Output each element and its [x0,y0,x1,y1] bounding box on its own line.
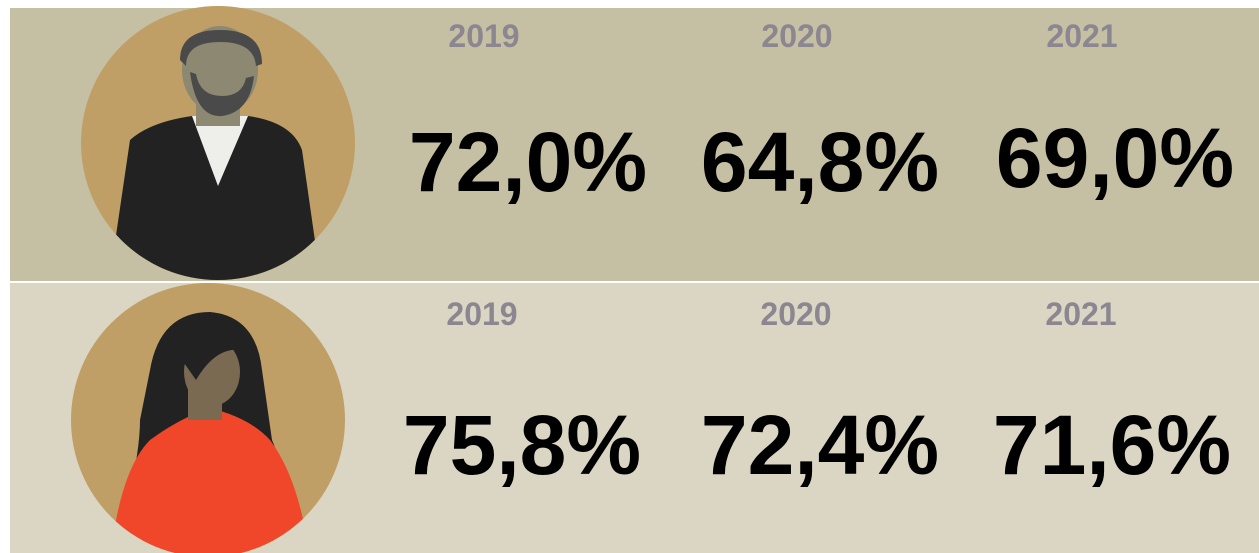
year-label: 2019 [446,296,517,332]
percentage: 72,0% [409,115,647,209]
year-label: 2020 [760,296,831,332]
year-label: 2019 [448,18,519,54]
woman-avatar [71,283,345,553]
year-label: 2021 [1045,296,1116,332]
percentage: 69,0% [996,111,1234,205]
percentage: 72,4% [701,398,939,492]
infographic: 2019 2020 2021 72,0% 64,8% 69,0% 2019 20… [0,0,1259,553]
percentage: 75,8% [403,398,641,492]
percentage: 71,6% [993,398,1231,492]
year-label: 2020 [761,18,832,54]
percentage: 64,8% [701,115,939,209]
year-label: 2021 [1046,18,1117,54]
